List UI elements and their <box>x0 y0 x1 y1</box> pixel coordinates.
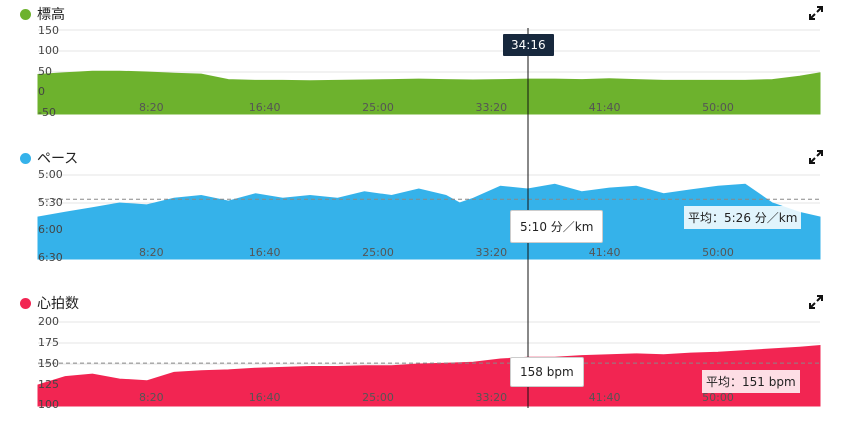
heart-dot-icon <box>20 297 31 309</box>
heart-expand-icon[interactable] <box>809 295 823 309</box>
x-tick-label: 50:00 <box>702 246 734 259</box>
pace-panel: ペース <box>0 145 859 265</box>
pace-tooltip: 5:10 分／km <box>510 210 604 243</box>
pace-y-tick: 6:30 <box>38 251 63 264</box>
elevation-dot-icon <box>20 8 31 20</box>
heart-y-tick: 100 <box>38 398 59 411</box>
pace-title: ペース <box>20 148 78 168</box>
x-tick-label: 50:00 <box>702 391 734 404</box>
x-tick-label: 33:20 <box>475 391 508 404</box>
x-tick-label: 8:20 <box>138 391 164 404</box>
x-tick-label: 8:20 <box>138 101 164 114</box>
heart-title-text: 心拍数 <box>37 296 79 312</box>
heart-panel: 心拍数 <box>0 290 859 420</box>
x-tick-label: 25:00 <box>362 391 394 404</box>
pace-expand-icon[interactable] <box>809 150 823 164</box>
heart-y-tick: 175 <box>38 336 59 349</box>
heart-tooltip: 158 bpm <box>510 357 584 387</box>
pace-average-label: 平均：5:26 分／km <box>684 206 802 229</box>
pace-title-text: ペース <box>37 151 79 167</box>
heart-average-label: 平均：151 bpm <box>702 370 800 393</box>
x-tick-label: 16:40 <box>248 246 281 259</box>
x-tick-label: 16:40 <box>248 101 281 114</box>
elevation-expand-icon[interactable] <box>809 6 823 20</box>
heart-y-tick: 125 <box>38 378 59 391</box>
cursor-time-tooltip: 34:16 <box>503 34 554 56</box>
x-tick-label: 33:20 <box>475 246 508 259</box>
elevation-y-tick: -50 <box>38 106 56 119</box>
heart-y-tick: 150 <box>38 357 59 370</box>
pace-y-tick: 5:00 <box>38 168 63 181</box>
x-tick-label: 41:40 <box>588 101 621 114</box>
elevation-panel: 標高 <box>0 0 859 125</box>
pace-dot-icon <box>20 152 31 164</box>
x-tick-label: 25:00 <box>362 246 394 259</box>
x-tick-label: 50:00 <box>702 101 734 114</box>
x-tick-label: 8:20 <box>138 246 164 259</box>
x-tick-label: 16:40 <box>248 391 281 404</box>
elevation-y-tick: 0 <box>38 85 45 98</box>
elevation-y-tick: 150 <box>38 24 59 37</box>
pace-y-tick: 5:30 <box>38 196 63 209</box>
x-tick-label: 25:00 <box>362 101 394 114</box>
x-tick-label: 33:20 <box>475 101 508 114</box>
heart-title: 心拍数 <box>20 293 79 313</box>
elevation-title-text: 標高 <box>37 7 65 23</box>
x-tick-label: 41:40 <box>588 246 621 259</box>
elevation-y-tick: 50 <box>38 65 52 78</box>
elevation-title: 標高 <box>20 4 65 24</box>
x-tick-label: 41:40 <box>588 391 621 404</box>
heart-y-tick: 200 <box>38 315 59 328</box>
elevation-area <box>37 70 821 115</box>
elevation-y-tick: 100 <box>38 44 59 57</box>
pace-y-tick: 6:00 <box>38 223 63 236</box>
